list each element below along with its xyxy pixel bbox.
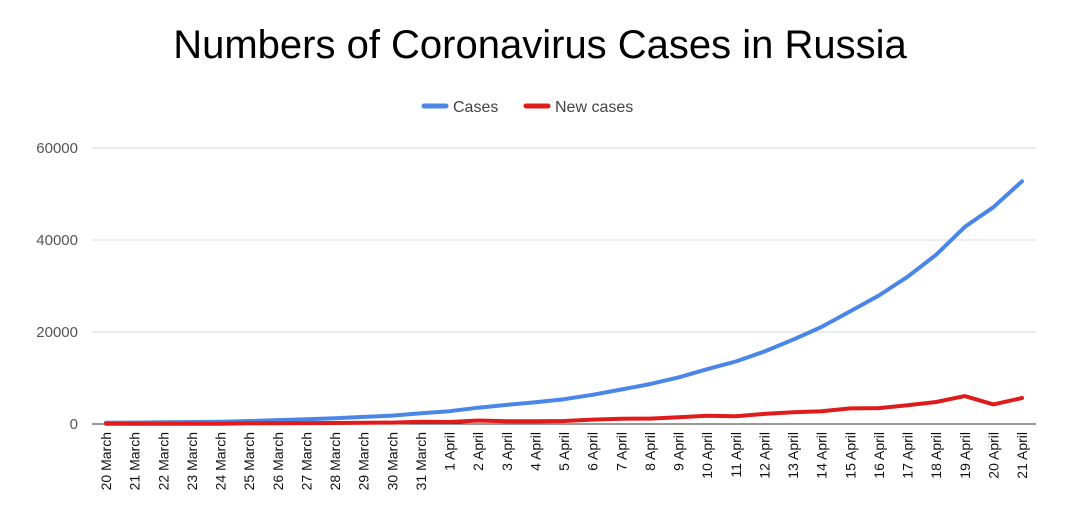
- x-tick-label: 6 April: [585, 432, 601, 471]
- x-tick-label: 4 April: [527, 432, 543, 471]
- x-tick-label: 26 March: [270, 432, 286, 490]
- x-tick-label: 25 March: [241, 432, 257, 490]
- x-tick-label: 18 April: [928, 432, 944, 479]
- x-tick-label: 5 April: [556, 432, 572, 471]
- legend-label: New cases: [555, 99, 633, 116]
- x-tick-label: 13 April: [785, 432, 801, 479]
- y-axis-ticks: 0 20000 40000 60000: [36, 140, 78, 433]
- x-tick-label: 28 March: [327, 432, 343, 490]
- x-tick-label: 11 April: [728, 432, 744, 478]
- x-tick-label: 17 April: [900, 432, 916, 479]
- x-tick-label: 10 April: [699, 432, 715, 479]
- y-tick-label: 0: [70, 416, 78, 433]
- y-tick-label: 60000: [36, 140, 78, 157]
- x-tick-label: 3 April: [499, 432, 515, 471]
- x-tick-label: 21 April: [1014, 432, 1030, 479]
- x-tick-label: 12 April: [756, 432, 772, 479]
- x-tick-label: 31 March: [413, 432, 429, 490]
- x-tick-label: 7 April: [613, 432, 629, 471]
- series-group: [104, 179, 1024, 426]
- x-tick-label: 21 March: [127, 432, 143, 490]
- x-tick-label: 9 April: [671, 432, 687, 471]
- x-tick-label: 19 April: [957, 432, 973, 479]
- y-tick-label: 20000: [36, 324, 78, 341]
- x-tick-label: 20 April: [985, 432, 1001, 479]
- x-tick-label: 30 March: [384, 432, 400, 490]
- x-tick-label: 23 March: [184, 432, 200, 490]
- x-tick-label: 20 March: [98, 432, 114, 490]
- x-tick-label: 2 April: [470, 432, 486, 471]
- x-tick-label: 1 April: [442, 432, 458, 471]
- x-tick-label: 15 April: [842, 432, 858, 479]
- series-line-new-cases: [104, 394, 1024, 426]
- legend-label: Cases: [453, 99, 498, 116]
- x-tick-label: 14 April: [814, 432, 830, 479]
- x-axis-ticks: 20 March 21 March 22 March 23 March 24 March…: [98, 432, 1030, 490]
- y-tick-label: 40000: [36, 232, 78, 249]
- x-tick-label: 29 March: [356, 432, 372, 490]
- legend: Cases New cases: [421, 99, 633, 116]
- x-tick-label: 16 April: [871, 432, 887, 479]
- series-line-cases: [104, 179, 1024, 425]
- x-tick-label: 22 March: [155, 432, 171, 490]
- x-tick-label: 24 March: [213, 432, 229, 490]
- x-tick-label: 27 March: [298, 432, 314, 490]
- chart-title: Numbers of Coronavirus Cases in Russia: [173, 23, 907, 67]
- x-tick-label: 8 April: [642, 432, 658, 471]
